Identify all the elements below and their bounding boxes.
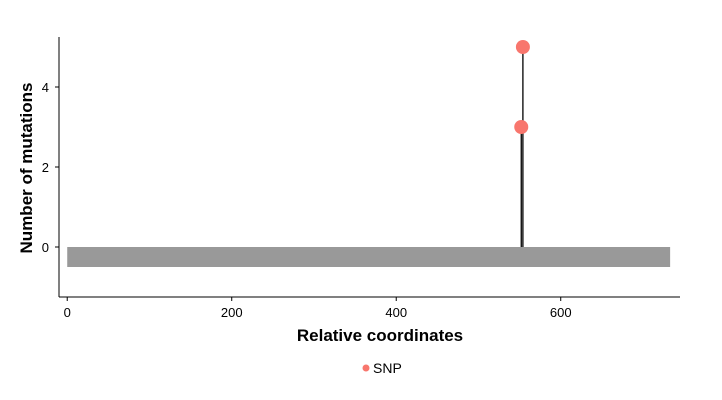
x-tick-label: 0: [64, 305, 71, 320]
x-tick-label: 600: [550, 305, 572, 320]
y-tick-label: 0: [42, 240, 49, 255]
x-tick-label: 400: [385, 305, 407, 320]
y-tick-label: 2: [42, 160, 49, 175]
plot-area: [67, 40, 671, 267]
x-tick-label: 200: [221, 305, 243, 320]
legend-label-snp: SNP: [373, 360, 402, 376]
legend-swatch-snp: [362, 364, 370, 372]
x-axis-title: Relative coordinates: [297, 326, 463, 345]
legend: SNP: [362, 360, 402, 376]
lollipop-point: [514, 120, 529, 134]
lollipop-point: [515, 40, 530, 54]
y-axis-title: Number of mutations: [17, 83, 36, 254]
axis-ticks: 0 200 400 600 0 2 4: [42, 80, 572, 320]
y-tick-label: 4: [42, 80, 49, 95]
gene-track: [67, 247, 671, 267]
